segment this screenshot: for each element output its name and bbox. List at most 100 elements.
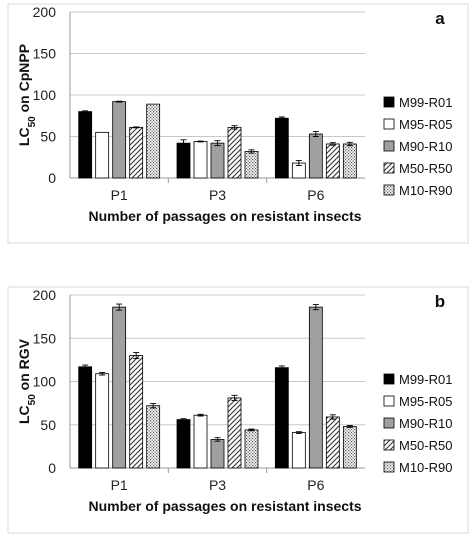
panel-a-x-tick-label: P6 — [307, 187, 324, 203]
panel-b-bar-p3-m90-r10 — [210, 439, 225, 469]
panel-b-legend-label: M99-R01 — [399, 372, 452, 387]
panel-b-error-bar — [180, 418, 187, 421]
panel-a-bar-p1-m90-r10 — [112, 101, 127, 179]
panel-a-y-tick-label: 200 — [33, 4, 57, 20]
panel-b-bar-p6-m95-r05 — [291, 432, 306, 469]
panel-a-bar-p3-m95-r05 — [193, 141, 208, 179]
panel-a-legend-swatch — [383, 140, 395, 152]
panel-a-error-bar — [180, 139, 187, 147]
panel-b-bar-p3-m95-r05 — [193, 414, 208, 469]
panel-b-frame — [7, 286, 469, 534]
panel-a-bar-p6-m10-r90 — [342, 143, 357, 179]
panel-a-bar-p6-m90-r10 — [308, 133, 323, 179]
panel-b-bar-p3-m99-r01 — [176, 419, 191, 469]
panel-b-bar-p1-m95-r05 — [95, 373, 110, 469]
panel-b-y-tick-label: 150 — [33, 330, 57, 346]
panel-b-legend-label: M90-R10 — [399, 416, 452, 431]
panel-b-legend-swatch — [383, 439, 395, 451]
panel-a-bar-p1-m10-r90 — [146, 103, 161, 179]
panel-a-legend-label: M90-R10 — [399, 139, 452, 154]
panel-b-bar-p6-m50-r50 — [325, 416, 340, 469]
panel-a-legend-label: M50-R50 — [399, 161, 452, 176]
panel-b-bar-p3-m10-r90 — [244, 429, 259, 469]
panel-b-error-bar — [346, 425, 353, 428]
panel-a-error-bar — [133, 126, 140, 129]
chart-panel-a: 0 50 100 150 200 P1 P3 P6 Number of passages on … — [7, 3, 469, 244]
panel-a-bar-p6-m99-r01 — [274, 117, 289, 179]
panel-a-error-bar — [278, 116, 285, 120]
panel-b-y-tick-label: 50 — [40, 417, 56, 433]
panel-b-error-bar — [99, 371, 106, 376]
panel-a-bar-p6-m50-r50 — [325, 143, 340, 179]
panel-b-y-axis-title: LC50 on RGV — [16, 338, 38, 424]
panel-b-bar-p1-m99-r01 — [78, 366, 93, 469]
panel-b-bar-p6-m99-r01 — [274, 367, 289, 469]
chart-panel-b: 0 50 100 150 200 P1 P3 P6 Number of passages on … — [7, 286, 469, 534]
panel-b-legend-label: M95-R05 — [399, 394, 452, 409]
panel-a-error-bar — [231, 125, 238, 130]
panel-b-bar-p6-m10-r90 — [342, 426, 357, 469]
panel-b-error-bar — [278, 365, 285, 370]
panel-a-error-bar — [214, 140, 221, 147]
panel-a-error-bar — [82, 110, 89, 113]
panel-a-x-axis-title: Number of passages on resistant insects — [88, 208, 361, 224]
panel-a-legend-swatch — [383, 184, 395, 196]
panel-a-letter: a — [435, 9, 445, 28]
panel-a-frame — [7, 3, 469, 244]
panel-b-legend-swatch — [383, 395, 395, 407]
panel-a-y-tick-label: 50 — [40, 129, 56, 145]
panel-a-error-bar — [295, 160, 302, 166]
panel-b-error-bar — [312, 304, 319, 311]
panel-b-legend-swatch — [383, 461, 395, 473]
panel-a-legend-swatch — [383, 96, 395, 108]
panel-a-legend-swatch — [383, 118, 395, 130]
panel-b-bar-p6-m90-r10 — [308, 306, 323, 469]
panel-b-error-bar — [133, 352, 140, 360]
panel-b-error-bar — [248, 428, 255, 432]
panel-a-bar-p1-m99-r01 — [78, 111, 93, 179]
panel-b-bar-p1-m90-r10 — [112, 306, 127, 469]
panel-b-error-bar — [197, 413, 204, 417]
panel-a-error-bar — [312, 131, 319, 137]
panel-a-y-axis-title: LC50 on CpNPP — [16, 44, 38, 146]
panel-a-legend-label: M10-R90 — [399, 183, 452, 198]
panel-b-error-bar — [329, 414, 336, 420]
panel-b-error-bar — [295, 431, 302, 434]
panel-b-y-tick-label: 100 — [33, 374, 57, 390]
panel-a-bar-p1-m95-r05 — [95, 131, 110, 179]
panel-a-bar-p3-m99-r01 — [176, 142, 191, 179]
panel-b-legend-swatch — [383, 417, 395, 429]
panel-a-bar-p3-m50-r50 — [227, 126, 242, 179]
panel-b-x-tick-label: P1 — [111, 477, 128, 493]
panel-a-bar-p3-m90-r10 — [210, 142, 225, 179]
panel-a-error-bar — [197, 140, 204, 143]
panel-b-legend-swatch — [383, 373, 395, 385]
panel-a-legend-label: M99-R01 — [399, 95, 452, 110]
panel-b-error-bar — [231, 394, 238, 401]
panel-a-bar-p3-m10-r90 — [244, 151, 259, 179]
panel-b-error-bar — [150, 403, 157, 409]
panel-a-bar-p1-m50-r50 — [129, 126, 144, 179]
panel-a-error-bar — [329, 142, 336, 146]
panel-b-x-tick-label: P3 — [209, 477, 226, 493]
panel-b-error-bar — [82, 364, 89, 369]
panel-a-y-tick-label: 100 — [33, 87, 57, 103]
panel-a-legend-swatch — [383, 162, 395, 174]
panel-b-y-tick-label: 200 — [33, 287, 57, 303]
panel-b-error-bar — [214, 437, 221, 442]
panel-b-bar-p1-m50-r50 — [129, 355, 144, 469]
panel-a-y-tick-label: 150 — [33, 46, 57, 62]
panel-b-legend-label: M50-R50 — [399, 438, 452, 453]
panel-b-x-axis-title: Number of passages on resistant insects — [88, 498, 361, 514]
panel-a-legend-label: M95-R05 — [399, 117, 452, 132]
panel-a-y-tick-label: 0 — [48, 170, 56, 186]
panel-a-error-bar — [116, 100, 123, 103]
panel-a-error-bar — [248, 149, 255, 154]
panel-b-x-tick-label: P6 — [307, 477, 324, 493]
panel-b-error-bar — [116, 303, 123, 311]
panel-b-bar-p3-m50-r50 — [227, 397, 242, 469]
panel-b-letter: b — [435, 292, 445, 311]
panel-b-bar-p1-m10-r90 — [146, 405, 161, 469]
panel-b-legend-label: M10-R90 — [399, 460, 452, 475]
